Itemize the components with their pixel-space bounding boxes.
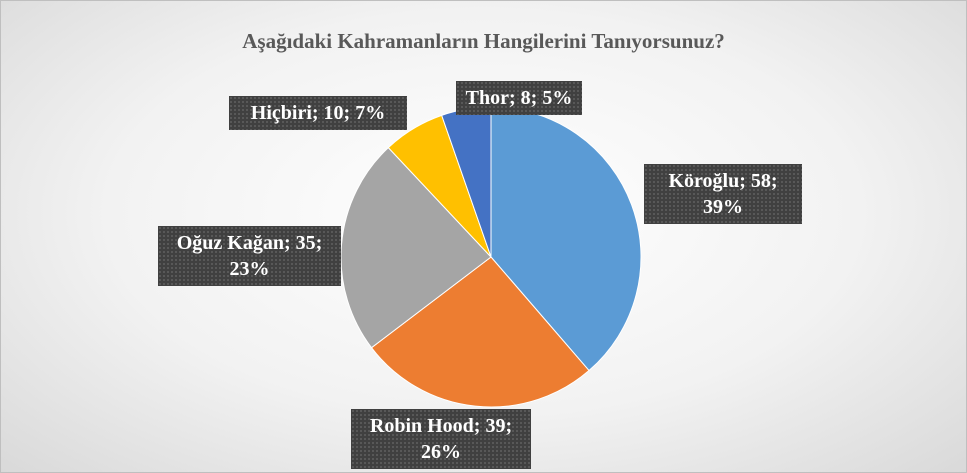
data-label: Robin Hood; 39; 26% — [351, 409, 531, 469]
pie-slice — [370, 256, 590, 408]
data-label: Köroğlu; 58; 39% — [644, 164, 802, 224]
data-label: Hiçbiri; 10; 7% — [229, 96, 407, 130]
data-label: Oğuz Kağan; 35; 23% — [158, 226, 341, 286]
data-label: Thor; 8; 5% — [456, 81, 582, 115]
chart-title: Aşağıdaki Kahramanların Hangilerini Tanı… — [242, 29, 725, 53]
pie-slice — [340, 146, 492, 349]
